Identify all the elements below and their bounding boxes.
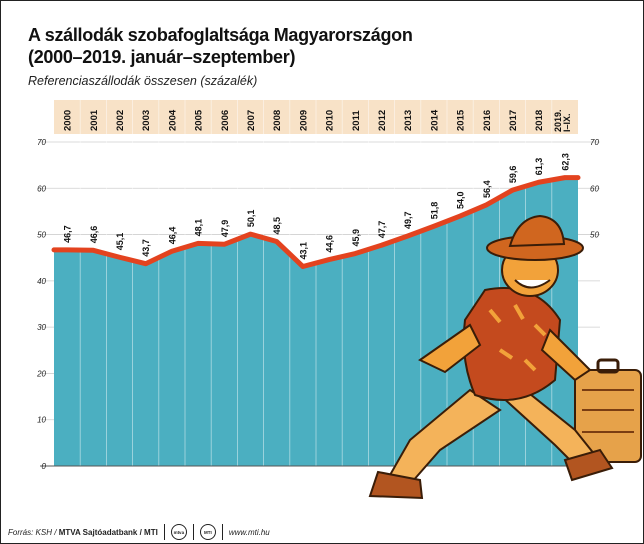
footer: Forrás: KSH / MTVA Sajtóadatbank / MTI m… bbox=[8, 524, 270, 540]
year-label: 2011 bbox=[351, 110, 362, 131]
year-label: I–IX. bbox=[562, 113, 572, 132]
y-tick-label-right: 70 bbox=[590, 138, 599, 147]
value-label: 45,9 bbox=[351, 229, 361, 247]
value-label: 48,1 bbox=[194, 219, 204, 237]
y-tick-label-right: 60 bbox=[590, 184, 599, 193]
year-label: 2018 bbox=[534, 110, 545, 131]
year-label: 2010 bbox=[325, 110, 336, 131]
value-label: 46,4 bbox=[167, 227, 177, 245]
separator bbox=[192, 524, 194, 540]
value-label: 43,7 bbox=[141, 239, 151, 257]
year-label: 2012 bbox=[377, 110, 388, 131]
value-label: 43,1 bbox=[298, 242, 308, 260]
y-tick-label: 10 bbox=[37, 416, 46, 425]
year-label: 2019. bbox=[553, 109, 563, 132]
chart-title: A szállodák szobafoglaltsága Magyarorszá… bbox=[28, 24, 468, 68]
traveller-figure bbox=[368, 214, 642, 500]
year-label: 2002 bbox=[115, 110, 126, 131]
year-label: 2006 bbox=[220, 110, 231, 131]
value-label: 46,6 bbox=[89, 226, 99, 244]
value-label: 54,0 bbox=[456, 192, 466, 210]
y-tick-label: 70 bbox=[37, 138, 46, 147]
source-suffix: / MTI bbox=[137, 527, 158, 537]
year-label: 2016 bbox=[482, 110, 493, 131]
year-label: 2017 bbox=[508, 110, 519, 131]
chart-subtitle: Referenciaszállodák összesen (százalék) bbox=[28, 74, 258, 88]
y-tick-label: 30 bbox=[37, 323, 46, 332]
year-label: 2009 bbox=[298, 110, 309, 131]
value-label: 47,9 bbox=[220, 220, 230, 238]
source-bold: MTVA Sajtóadatbank bbox=[58, 527, 138, 537]
value-label: 59,6 bbox=[508, 166, 518, 184]
y-tick-label: 0 bbox=[42, 462, 47, 471]
year-label: 2008 bbox=[272, 110, 283, 131]
url-text: www.mti.hu bbox=[228, 527, 270, 537]
series-line bbox=[51, 175, 581, 270]
y-tick-label: 40 bbox=[37, 277, 46, 286]
traveller-illustration bbox=[368, 214, 642, 500]
value-label: 44,6 bbox=[325, 235, 335, 253]
year-label: 2005 bbox=[194, 109, 205, 131]
value-label: 45,1 bbox=[115, 233, 125, 251]
mtva-logo: mtva bbox=[170, 524, 187, 540]
year-label: 2015 bbox=[456, 109, 467, 131]
mti-logo: MTI bbox=[199, 524, 216, 540]
title-line-2: (2000–2019. január–szeptember) bbox=[28, 47, 296, 67]
year-label: 2001 bbox=[89, 109, 100, 131]
y-tick-label: 50 bbox=[37, 231, 46, 240]
separator bbox=[163, 524, 165, 540]
value-label: 56,4 bbox=[482, 180, 492, 198]
value-label: 48,5 bbox=[272, 217, 282, 235]
year-label: 2007 bbox=[246, 110, 257, 131]
separator bbox=[221, 524, 223, 540]
title-line-1: A szállodák szobafoglaltsága Magyarorszá… bbox=[28, 25, 413, 45]
year-label: 2000 bbox=[63, 110, 74, 131]
source-text: Forrás: KSH / MTVA Sajtóadatbank / MTI bbox=[8, 528, 158, 537]
y-tick-label: 60 bbox=[37, 184, 46, 193]
value-label: 49,7 bbox=[403, 211, 413, 229]
value-label: 46,7 bbox=[63, 225, 73, 243]
value-label: 51,8 bbox=[429, 202, 439, 220]
value-label: 47,7 bbox=[377, 221, 387, 239]
year-label: 2003 bbox=[141, 110, 152, 131]
y-tick-label-right: 50 bbox=[590, 231, 599, 240]
year-label: 2014 bbox=[429, 109, 440, 131]
value-label: 50,1 bbox=[246, 210, 256, 228]
value-label: 61,3 bbox=[534, 158, 544, 176]
source-prefix: Forrás: KSH / bbox=[8, 527, 59, 537]
year-label: 2004 bbox=[167, 109, 178, 131]
year-label: 2013 bbox=[403, 110, 414, 131]
y-tick-label: 20 bbox=[36, 369, 46, 378]
value-label: 62,3 bbox=[560, 153, 570, 171]
